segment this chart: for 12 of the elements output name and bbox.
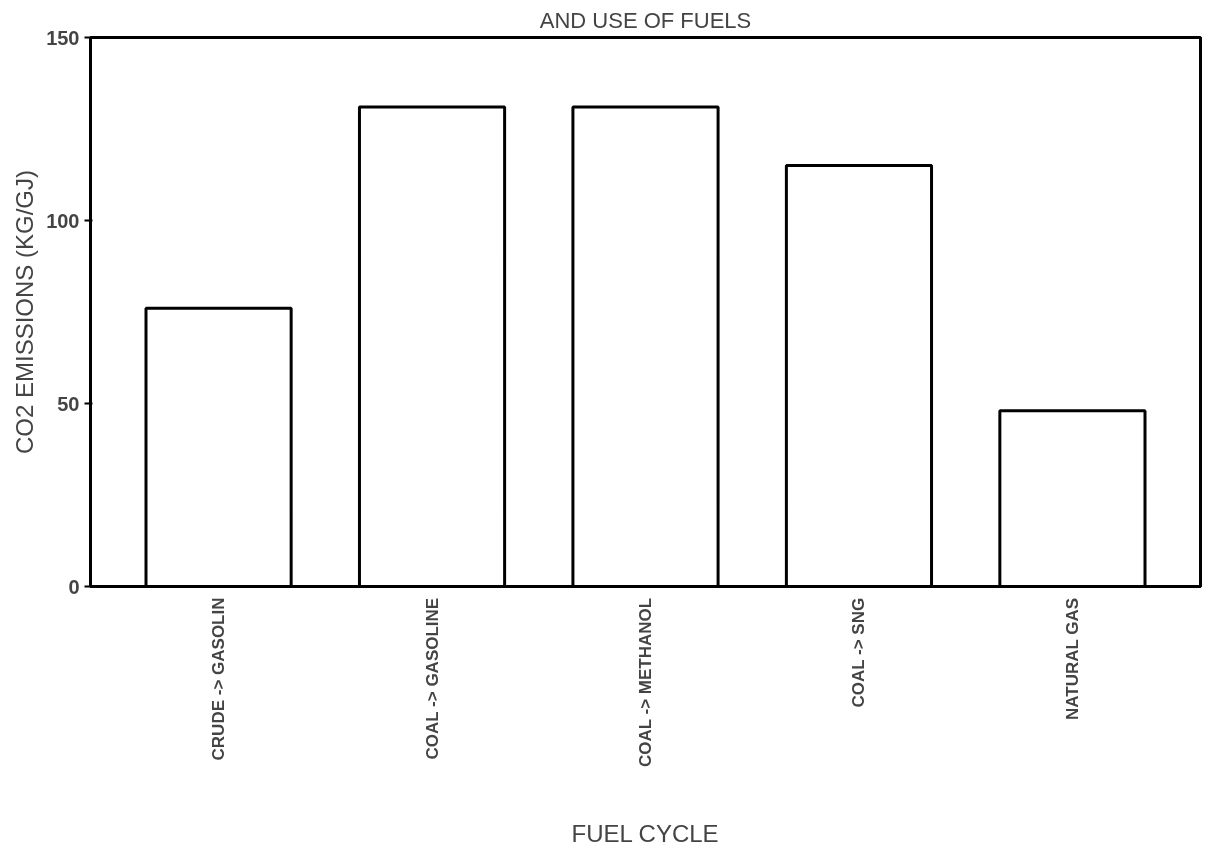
y-tick-label: 50 bbox=[57, 392, 80, 415]
y-tick-label: 100 bbox=[46, 209, 80, 232]
y-tick-label: 0 bbox=[68, 575, 80, 598]
x-tick-label: CRUDE -> GASOLIN bbox=[209, 597, 229, 761]
x-tick-label: COAL -> METHANOL bbox=[636, 597, 655, 768]
x-tick-label: NATURAL GAS bbox=[1062, 597, 1082, 720]
y-tick-label: 150 bbox=[46, 26, 80, 49]
x-tick-label: COAL -> GASOLINE bbox=[422, 597, 442, 760]
x-tick-label: COAL -> SNG bbox=[849, 597, 869, 708]
chart-title: AND USE OF FUELS bbox=[539, 7, 752, 33]
x-axis-title: FUEL CYCLE bbox=[571, 820, 719, 848]
y-axis-title: CO2 EMISSIONS (KG/GJ) bbox=[11, 169, 39, 455]
